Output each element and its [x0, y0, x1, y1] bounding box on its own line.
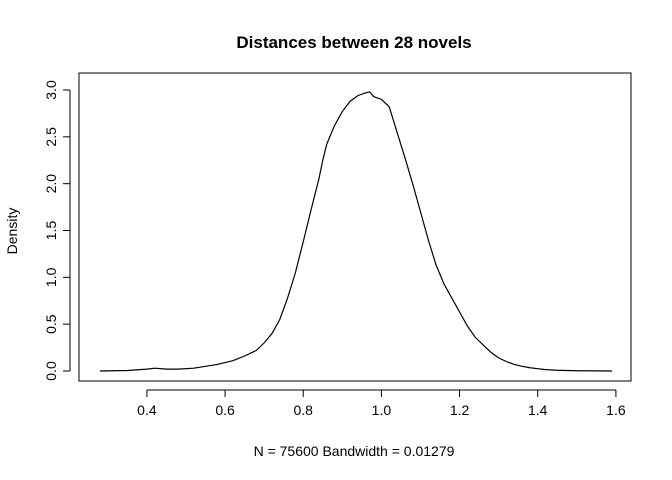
- y-tick-label: 2.0: [43, 174, 59, 194]
- x-tick-label: 1.2: [450, 402, 470, 418]
- y-tick-label: 0.5: [43, 314, 59, 334]
- x-tick-label: 0.6: [215, 402, 235, 418]
- y-tick-label: 1.5: [43, 221, 59, 241]
- y-tick-label: 3.0: [43, 80, 59, 100]
- x-axis: 0.4 0.6 0.8 1.0 1.2 1.4 1.6: [137, 389, 626, 418]
- x-axis-label: N = 75600 Bandwidth = 0.01279: [254, 443, 455, 459]
- y-axis: 0.0 0.5 1.0 1.5 2.0 2.5 3.0: [43, 80, 71, 381]
- y-axis-label: Density: [4, 208, 20, 255]
- chart-title: Distances between 28 novels: [236, 33, 471, 52]
- x-tick-label: 1.0: [372, 402, 392, 418]
- plot-frame: [78, 72, 632, 382]
- x-tick-label: 1.6: [606, 402, 626, 418]
- x-tick-label: 0.4: [137, 402, 157, 418]
- density-curve: [99, 91, 613, 372]
- y-tick-label: 0.0: [43, 361, 59, 381]
- y-tick-label: 1.0: [43, 267, 59, 287]
- x-tick-label: 0.8: [294, 402, 314, 418]
- x-tick-label: 1.4: [528, 402, 548, 418]
- y-tick-label: 2.5: [43, 127, 59, 147]
